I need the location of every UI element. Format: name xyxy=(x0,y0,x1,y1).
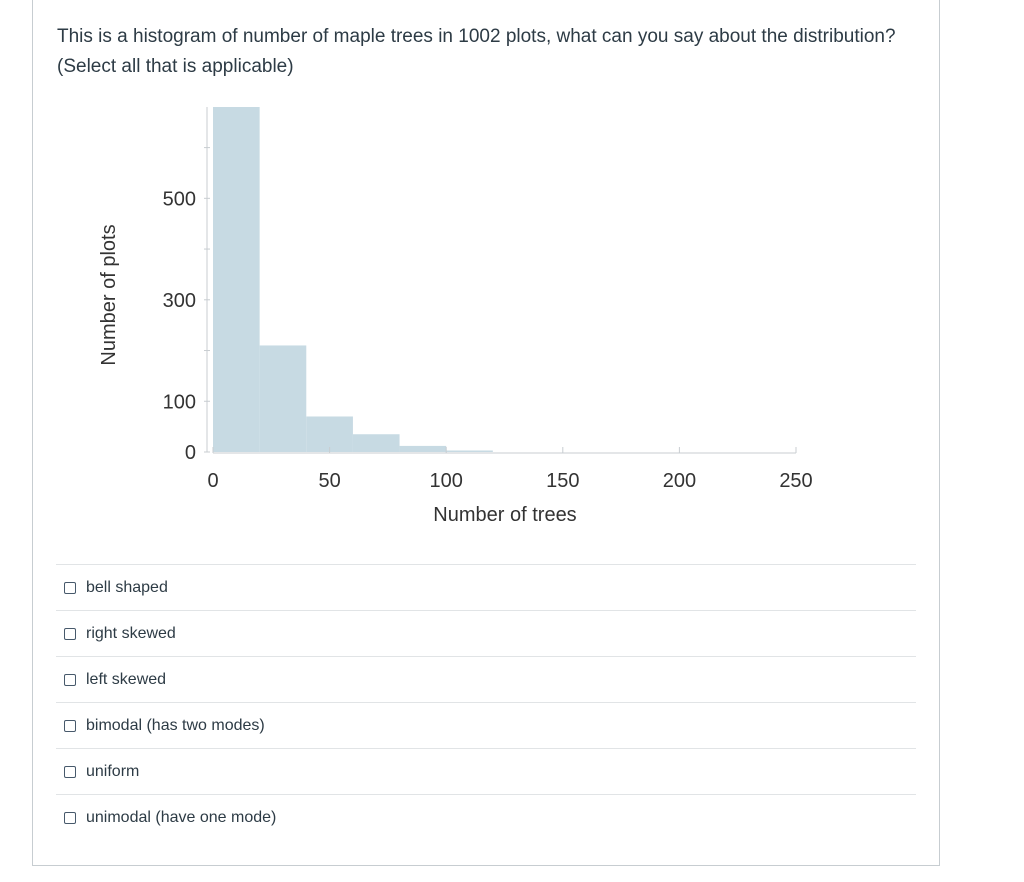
answer-label: uniform xyxy=(86,762,140,780)
answer-option[interactable]: bell shaped xyxy=(56,564,916,610)
y-tick-label: 500 xyxy=(163,188,196,210)
y-tick-label: 100 xyxy=(163,391,196,413)
x-tick-label: 100 xyxy=(430,470,463,492)
histogram-bar xyxy=(446,450,493,452)
checkbox[interactable] xyxy=(64,627,76,640)
x-tick-label: 0 xyxy=(207,470,218,492)
x-tick-label: 150 xyxy=(546,470,579,492)
histogram-bar xyxy=(352,434,400,452)
x-tick-label: 250 xyxy=(779,470,812,492)
y-tick-label: 300 xyxy=(163,290,196,312)
answer-label: bell shaped xyxy=(86,578,168,596)
y-axis-label: Number of plots xyxy=(98,224,120,365)
question-card xyxy=(32,0,940,866)
answer-option[interactable]: uniform xyxy=(56,748,916,794)
answer-option[interactable]: left skewed xyxy=(56,656,916,702)
histogram-bar xyxy=(306,416,353,452)
question-line-1: This is a histogram of number of maple t… xyxy=(57,26,896,47)
question-text: This is a histogram of number of maple t… xyxy=(57,22,937,82)
checkbox[interactable] xyxy=(64,811,76,824)
checkbox[interactable] xyxy=(64,719,76,732)
histogram-bar xyxy=(399,445,447,452)
answer-list: bell shaped right skewed left skewed bim… xyxy=(56,564,916,840)
answer-option[interactable]: right skewed xyxy=(56,610,916,656)
histogram-bar xyxy=(213,107,260,452)
x-axis-label: Number of trees xyxy=(433,504,576,526)
answer-option[interactable]: unimodal (have one mode) xyxy=(56,794,916,840)
question-line-2: (Select all that is applicable) xyxy=(57,56,294,77)
histogram-bar xyxy=(259,345,307,452)
checkbox[interactable] xyxy=(64,765,76,778)
histogram-chart: 0 100 300 500 0 50 100 150 200 250 Number of trees… xyxy=(98,107,813,526)
checkbox[interactable] xyxy=(64,581,76,594)
checkbox[interactable] xyxy=(64,673,76,686)
answer-label: unimodal (have one mode) xyxy=(86,808,277,826)
y-tick-label: 0 xyxy=(185,442,196,464)
x-tick-label: 50 xyxy=(318,470,340,492)
answer-label: left skewed xyxy=(86,670,167,688)
answer-label: right skewed xyxy=(86,624,176,642)
answer-label: bimodal (has two modes) xyxy=(86,716,265,734)
answer-option[interactable]: bimodal (has two modes) xyxy=(56,702,916,748)
x-tick-label: 200 xyxy=(663,470,696,492)
